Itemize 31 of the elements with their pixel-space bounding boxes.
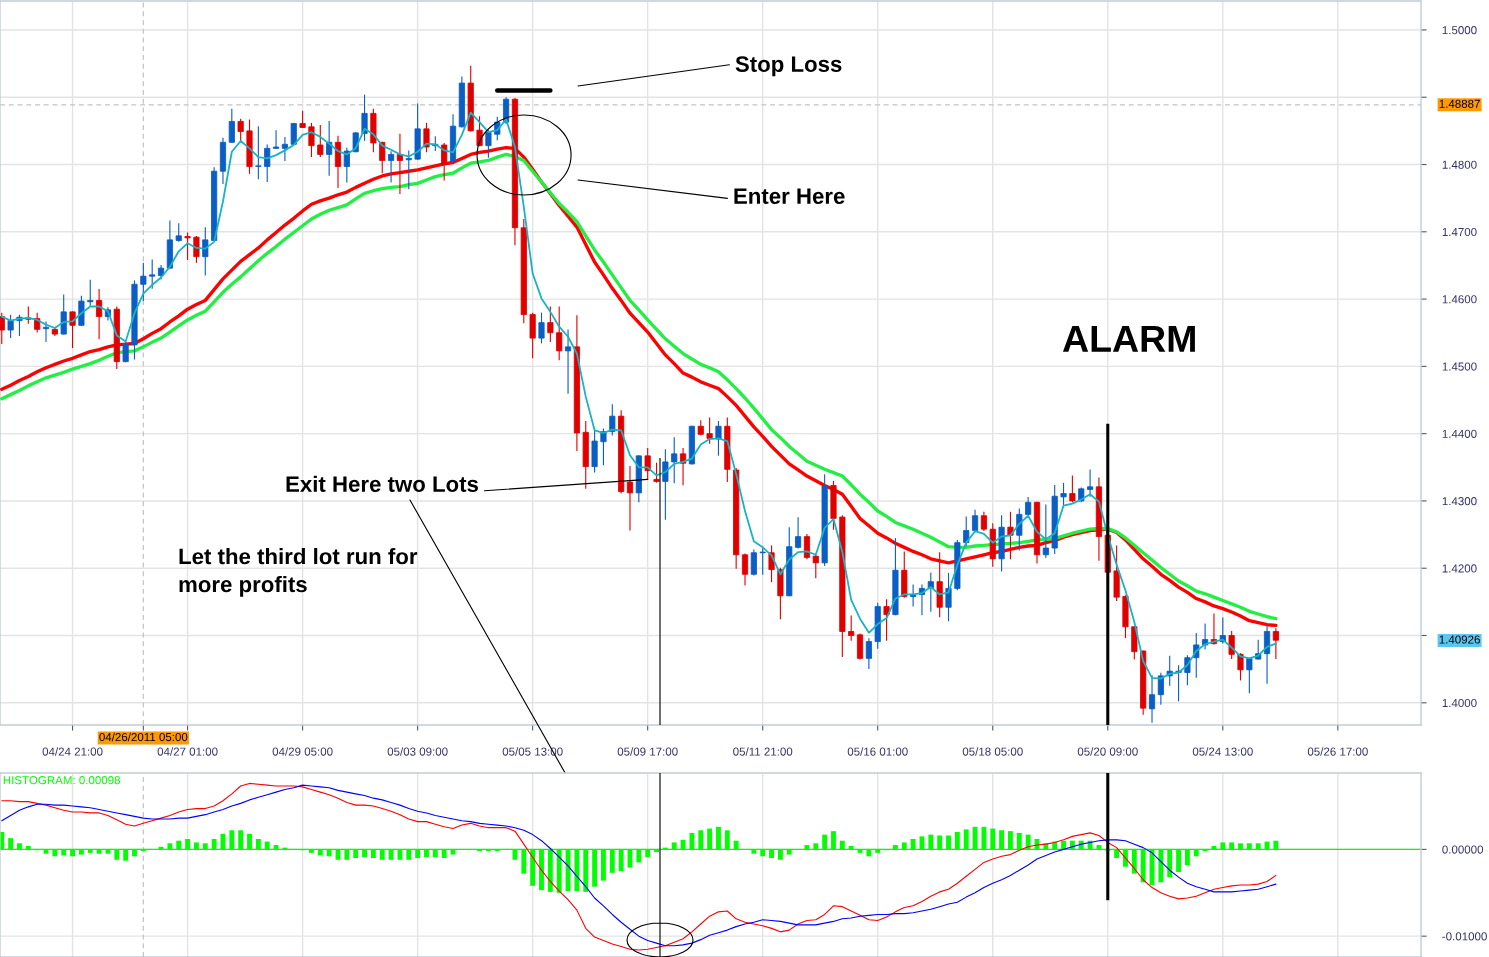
y-tick-label: 1.4600	[1442, 295, 1477, 304]
x-tick-label: 05/24 13:00	[1192, 747, 1253, 756]
x-tick-label: 05/09 17:00	[617, 747, 678, 756]
y-tick-label: 1.4200	[1442, 564, 1477, 573]
x-tick-label: 05/16 01:00	[847, 747, 908, 756]
text: HISTOGRAM: 0.00098	[3, 776, 121, 785]
x-tick-label: 04/24 21:00	[42, 747, 103, 756]
annotation: Exit Here two Lots	[286, 475, 478, 492]
y-tick-label: 1.4500	[1442, 362, 1477, 371]
text: 1.40926	[1439, 635, 1480, 644]
ref-line-label: 1.48887	[1439, 99, 1480, 108]
annotation: Let the third lot run for more profits	[179, 547, 418, 597]
y-tick-label: -0.01000	[1442, 932, 1487, 941]
x-tick-label: 05/18 05:00	[962, 747, 1023, 756]
x-tick-label: 04/29 05:00	[272, 747, 333, 756]
y-tick-label: 1.4300	[1442, 497, 1477, 506]
x-tick-label: 04/27 01:00	[157, 747, 218, 756]
y-tick-label: 1.4700	[1442, 227, 1477, 237]
annotation: Enter Here	[734, 188, 845, 204]
y-tick-label: 1.4400	[1442, 429, 1477, 438]
ref-line-label: ALARM	[1062, 325, 1195, 352]
x-tick-label: 04/26/2011 05:00	[99, 732, 188, 742]
x-tick-label: 05/11 21:00	[733, 747, 793, 756]
y-tick-label: 1.4000	[1442, 698, 1477, 708]
y-tick-label: 1.4800	[1442, 160, 1477, 169]
x-tick-label: 05/20 09:00	[1077, 747, 1138, 756]
x-tick-label: 05/26 17:00	[1307, 747, 1368, 756]
x-tick-label: 05/03 09:00	[387, 747, 448, 756]
y-tick-label: 0.00000	[1442, 845, 1484, 854]
y-tick-label: 1.5000	[1442, 26, 1477, 35]
annotation: Stop Loss	[735, 56, 842, 77]
